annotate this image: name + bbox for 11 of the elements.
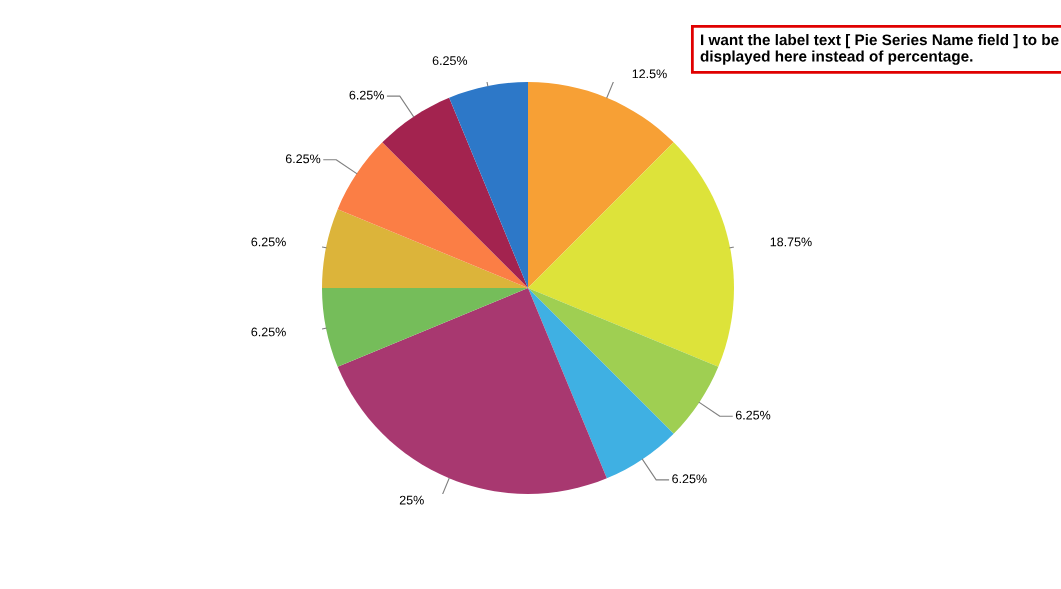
- data-label: 6.25%: [285, 154, 321, 164]
- data-label: 6.25%: [251, 237, 286, 247]
- data-label: 18.75%: [770, 237, 812, 247]
- data-label: 6.25%: [735, 410, 771, 420]
- data-label: 6.25%: [251, 327, 286, 337]
- data-label: 6.25%: [432, 56, 468, 66]
- data-label: 6.25%: [672, 474, 707, 484]
- data-label: 12.5%: [632, 69, 667, 79]
- data-label: 6.25%: [349, 90, 384, 100]
- text: I want the label text [ Pie Series Name field ] to be displayed here instead of percentage.: [700, 34, 1059, 65]
- data-label: 25%: [399, 495, 424, 505]
